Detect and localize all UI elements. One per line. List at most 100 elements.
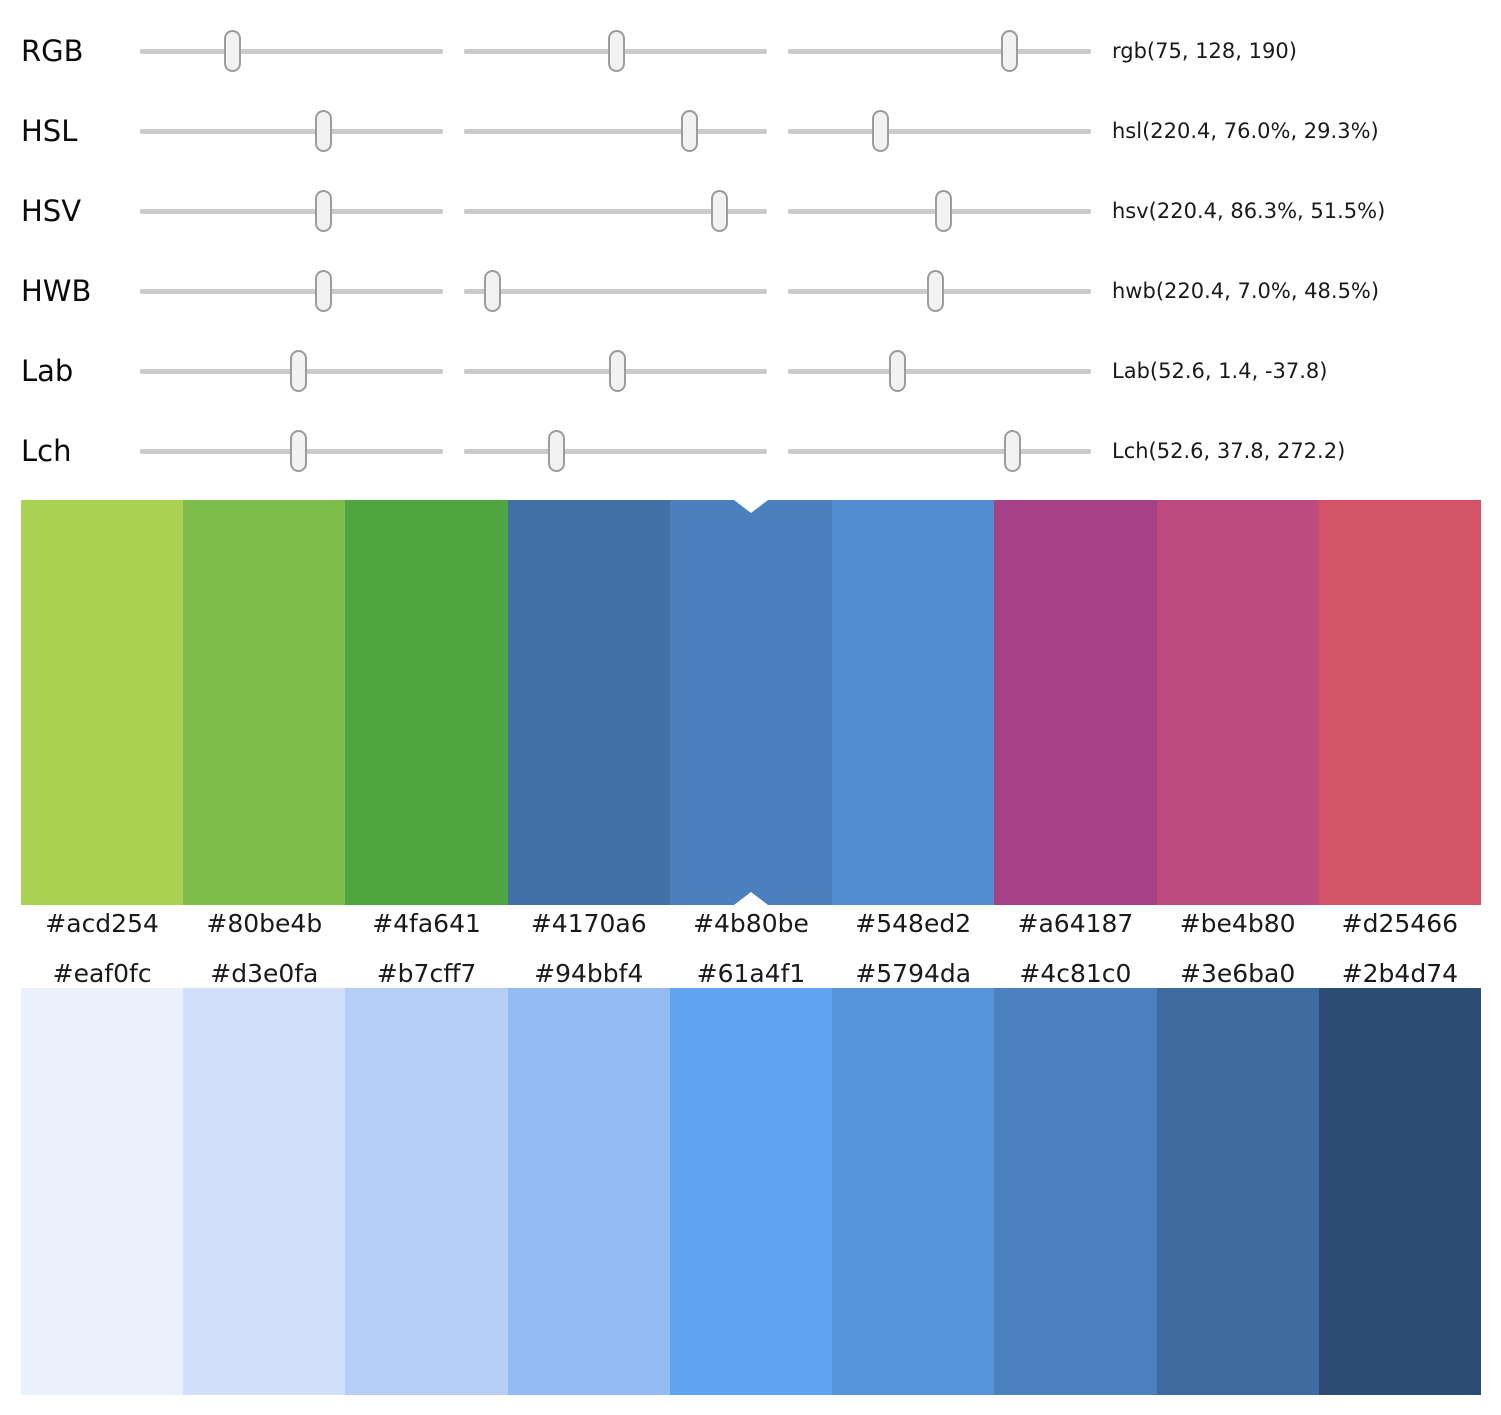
slider-row: HSL hsl(220.4, 76.0%, 29.3%) [0,91,1379,171]
slider-track [788,128,1091,134]
colorspace-label: HSV [21,194,82,228]
slider-thumb[interactable] [889,350,907,392]
slider-channel-3[interactable] [788,19,1091,83]
lightness-swatch[interactable] [345,988,508,1395]
hue-swatch[interactable] [669,500,833,905]
lightness-hex-label: #b7cff7 [376,958,477,988]
slider-thumb[interactable] [290,350,308,392]
slider-track [464,208,767,214]
slider-channel-1[interactable] [140,99,443,163]
slider-channel-3[interactable] [788,339,1091,403]
slider-channel-3[interactable] [788,99,1091,163]
lightness-hex-label: #d3e0fa [210,958,319,988]
colorspace-label: HWB [21,274,92,308]
lightness-swatch[interactable] [832,988,995,1395]
slider-channel-2[interactable] [464,419,767,483]
slider-channel-2[interactable] [464,259,767,323]
slider-channel-2[interactable] [464,19,767,83]
slider-channel-1[interactable] [140,419,443,483]
slider-thumb[interactable] [1001,30,1019,72]
selected-swatch-notch-bottom-icon [733,892,768,905]
colorspace-label: Lch [21,434,72,468]
lightness-hex-label-row: #eaf0fc #d3e0fa #b7cff7 #94bbf4 #61a4f1 #5794… [21,951,1481,995]
slider-thumb[interactable] [1004,430,1022,472]
slider-channel-2[interactable] [464,179,767,243]
slider-thumb[interactable] [548,430,566,472]
hue-hex-label: #80be4b [206,908,323,938]
lightness-hex-label: #5794da [855,958,972,988]
slider-track [464,128,767,134]
slider-thumb[interactable] [315,190,333,232]
hue-swatch[interactable] [507,500,670,905]
color-value-text: hsv(220.4, 86.3%, 51.5%) [1112,199,1386,223]
hue-swatch[interactable] [345,500,508,905]
slider-channel-1[interactable] [140,19,443,83]
lightness-swatch[interactable] [1156,988,1319,1395]
colorspace-label: Lab [21,354,74,388]
colorspace-label: HSL [21,114,78,148]
hue-hex-label: #a64187 [1017,908,1134,938]
slider-thumb[interactable] [710,190,728,232]
lightness-swatch[interactable] [669,988,833,1395]
slider-row: Lab Lab(52.6, 1.4, -37.8) [0,331,1327,411]
hue-swatch[interactable] [1318,500,1481,905]
hue-hex-label: #4b80be [693,908,809,938]
hue-swatch[interactable] [1156,500,1319,905]
slider-track [464,288,767,294]
lightness-swatch[interactable] [183,988,346,1395]
hue-hex-label: #4fa641 [372,908,481,938]
lightness-palette [21,988,1481,1395]
hue-hex-label-row: #acd254 #80be4b #4fa641 #4170a6 #4b80be #548e… [21,901,1481,945]
lightness-swatch[interactable] [1318,988,1481,1395]
slider-thumb[interactable] [315,110,333,152]
slider-track [788,48,1091,54]
slider-thumb[interactable] [935,190,953,232]
slider-thumb[interactable] [871,110,889,152]
lightness-swatch[interactable] [507,988,670,1395]
lightness-swatch[interactable] [994,988,1157,1395]
hue-hex-label: #d25466 [1341,908,1459,938]
slider-thumb[interactable] [315,270,333,312]
slider-thumb[interactable] [609,350,626,392]
lightness-hex-label: #61a4f1 [696,958,806,988]
slider-channel-1[interactable] [140,179,443,243]
slider-thumb[interactable] [607,30,625,72]
slider-row: HSV hsv(220.4, 86.3%, 51.5%) [0,171,1385,251]
slider-channel-3[interactable] [788,179,1091,243]
color-value-text: rgb(75, 128, 190) [1112,39,1297,63]
hue-hex-label: #be4b80 [1179,908,1296,938]
color-value-text: Lab(52.6, 1.4, -37.8) [1112,359,1328,383]
slider-channel-3[interactable] [788,419,1091,483]
slider-channel-2[interactable] [464,339,767,403]
slider-thumb[interactable] [224,30,242,72]
slider-thumb[interactable] [681,110,699,152]
slider-panel: RGB rgb(75, 128, 190) HSL hsl(220.4, [0,0,1501,492]
slider-row: RGB rgb(75, 128, 190) [0,11,1297,91]
slider-track [140,48,443,54]
slider-channel-3[interactable] [788,259,1091,323]
slider-track [140,208,443,214]
colorspace-label: RGB [21,34,84,68]
lightness-hex-label: #2b4d74 [1341,958,1459,988]
slider-track [788,368,1091,374]
slider-thumb[interactable] [290,430,308,472]
hue-swatch[interactable] [832,500,995,905]
slider-row: Lch Lch(52.6, 37.8, 272.2) [0,411,1345,491]
slider-track [788,448,1091,454]
hue-swatch[interactable] [994,500,1157,905]
lightness-hex-label: #eaf0fc [52,958,152,988]
slider-track [140,288,443,294]
lightness-swatch[interactable] [21,988,184,1395]
color-value-text: hsl(220.4, 76.0%, 29.3%) [1112,119,1379,143]
selected-swatch-notch-top-icon [733,500,768,513]
slider-thumb[interactable] [484,270,502,312]
slider-row: HWB hwb(220.4, 7.0%, 48.5%) [0,251,1379,331]
hue-hex-label: #548ed2 [855,908,972,938]
slider-channel-1[interactable] [140,339,443,403]
slider-thumb[interactable] [926,270,944,312]
hue-swatch[interactable] [21,500,184,905]
hue-swatch[interactable] [183,500,346,905]
slider-channel-1[interactable] [140,259,443,323]
slider-channel-2[interactable] [464,99,767,163]
